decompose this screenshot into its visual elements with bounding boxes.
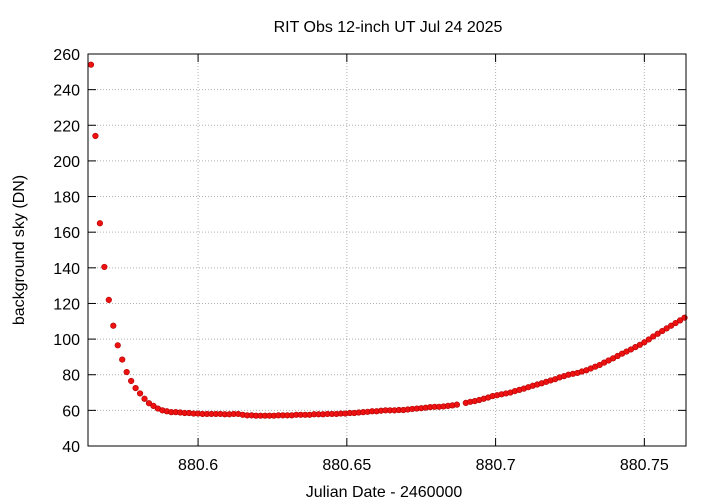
data-point (650, 333, 657, 340)
data-point (110, 322, 117, 329)
data-point (453, 401, 461, 408)
data-point (645, 336, 652, 343)
data-point (150, 402, 157, 410)
x-tick-labels: 880.6 880.65 880.7 880.75 (178, 457, 669, 474)
data-point (114, 342, 121, 349)
plot-frame (87, 53, 687, 447)
y-axis-title: background sky (DN) (11, 175, 28, 325)
axis-ticks (88, 53, 686, 447)
x-tick-label: 880.7 (476, 457, 516, 474)
y-tick-label: 140 (53, 261, 80, 278)
data-point (101, 263, 108, 271)
data-point (668, 322, 675, 329)
x-tick-label: 880.6 (178, 457, 218, 474)
y-tick-label: 200 (53, 154, 80, 171)
grid-lines (88, 54, 686, 446)
y-tick-label: 240 (53, 83, 80, 100)
y-tick-label: 160 (53, 225, 80, 242)
data-point (92, 132, 99, 140)
data-point (132, 384, 139, 392)
x-tick-label: 880.65 (322, 457, 371, 474)
data-point (663, 325, 670, 332)
x-tick-label: 880.75 (620, 457, 669, 474)
data-point (87, 61, 95, 68)
data-point (659, 327, 666, 335)
data-point (128, 377, 135, 385)
x-axis-title: Julian Date - 2460000 (306, 484, 463, 501)
data-point (105, 296, 112, 303)
data-point (641, 339, 648, 346)
y-tick-label: 80 (62, 368, 80, 385)
data-point (145, 400, 153, 407)
y-tick-label: 100 (53, 332, 80, 349)
y-tick-label: 260 (53, 47, 80, 64)
data-point (123, 368, 130, 376)
y-tick-label: 220 (53, 118, 80, 135)
y-tick-label: 40 (62, 439, 80, 456)
data-point (141, 395, 148, 402)
data-points (87, 61, 688, 419)
data-point (96, 220, 104, 227)
y-tick-label: 180 (53, 190, 80, 207)
y-tick-label: 60 (62, 403, 80, 420)
data-point (136, 390, 144, 397)
data-point (119, 356, 126, 363)
data-point (654, 330, 661, 337)
chart-title: RIT Obs 12-inch UT Jul 24 2025 (274, 19, 503, 36)
data-point (672, 319, 679, 327)
data-point (676, 317, 684, 324)
y-tick-label: 120 (53, 296, 80, 313)
y-tick-labels: 40 60 80 100 120 140 160 180 200 220 240 260 (53, 47, 80, 456)
